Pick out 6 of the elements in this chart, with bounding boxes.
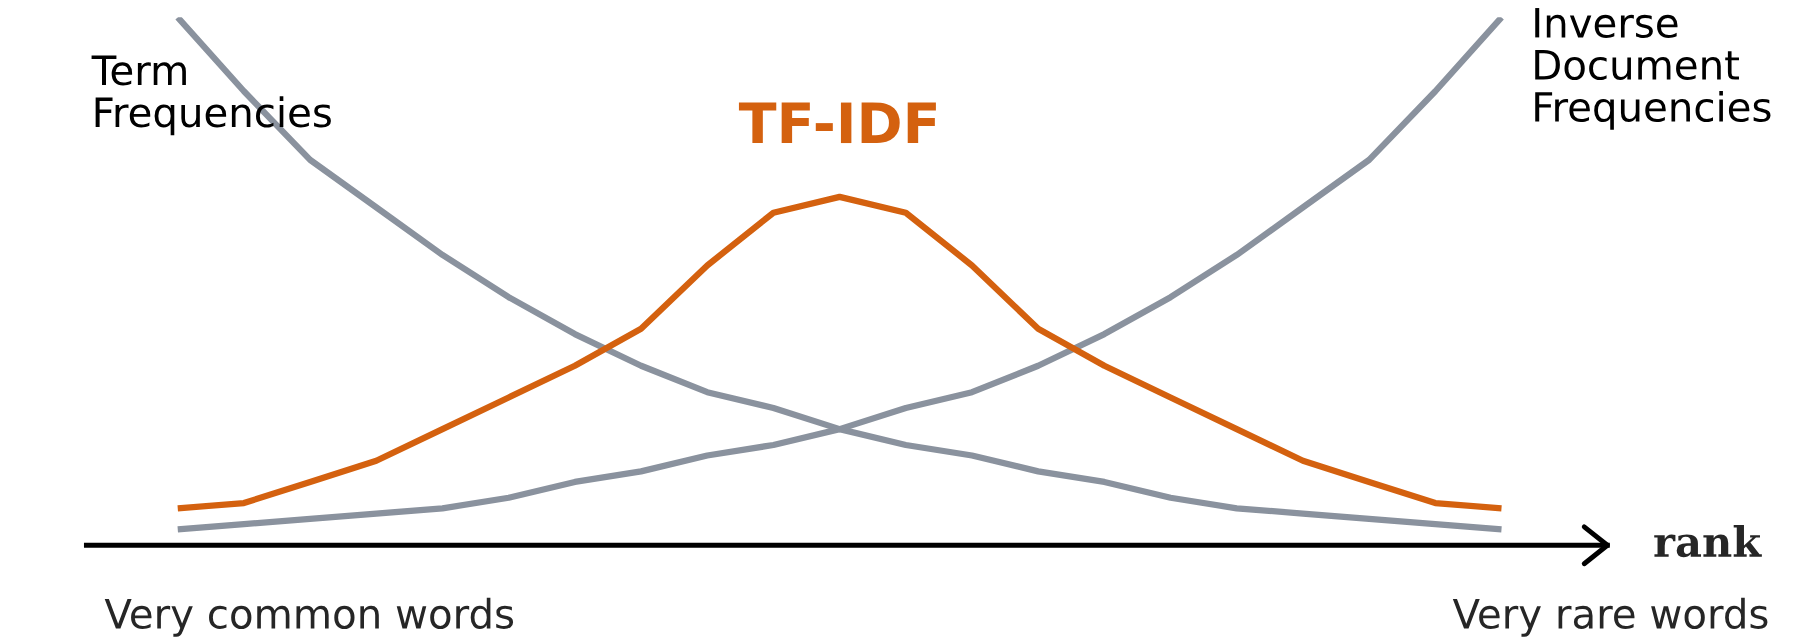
series-label: Term Frequencies <box>91 55 331 136</box>
text: Very rare words <box>1452 597 1768 637</box>
text: Very common words <box>104 597 514 637</box>
x-axis-title: rank <box>1654 525 1762 558</box>
series-label: TF-IDF <box>738 102 936 144</box>
series-label: Inverse Document Frequencies <box>1535 8 1771 130</box>
